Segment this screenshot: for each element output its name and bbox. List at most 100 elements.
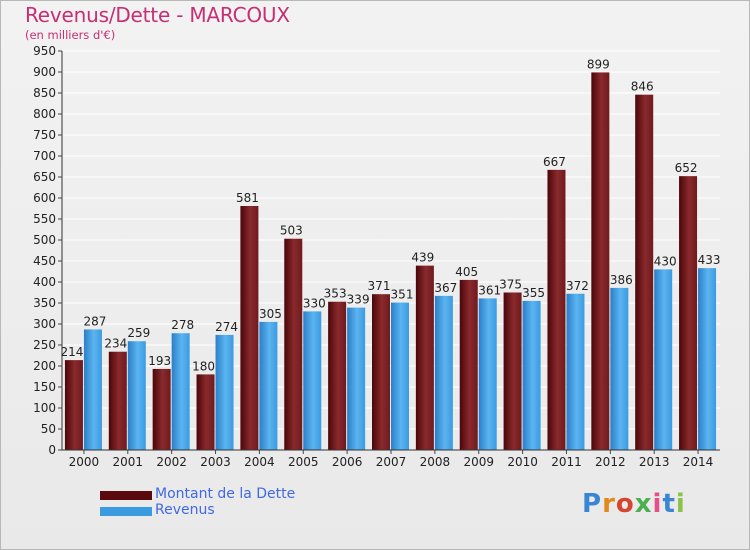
logo-letter: i <box>652 489 663 519</box>
y-tick-label: 750 <box>33 128 56 142</box>
bar-revenus <box>698 268 717 450</box>
data-label-dette: 371 <box>368 279 391 293</box>
data-label-revenus: 433 <box>698 253 721 267</box>
data-label-revenus: 274 <box>215 320 238 334</box>
data-label-dette: 234 <box>104 337 127 351</box>
x-tick-label: 2002 <box>156 455 187 469</box>
bar-revenus <box>566 293 585 450</box>
bar-dette <box>108 351 127 450</box>
bar-dette <box>64 360 83 450</box>
data-label-dette: 846 <box>631 80 654 94</box>
data-label-revenus: 361 <box>478 283 501 297</box>
data-label-dette: 652 <box>675 161 698 175</box>
chart-title: Revenus/Dette - MARCOUX <box>25 3 290 27</box>
legend-swatch-revenus <box>100 507 152 516</box>
x-tick-label: 2013 <box>639 455 670 469</box>
logo-letter: r <box>602 489 616 519</box>
y-tick-label: 350 <box>33 296 56 310</box>
legend-label-revenus: Revenus <box>155 502 215 518</box>
data-label-dette: 581 <box>236 191 259 205</box>
data-label-dette: 503 <box>280 224 303 238</box>
bar-revenus <box>303 311 322 450</box>
bar-dette <box>679 176 698 450</box>
bar-revenus <box>391 302 409 450</box>
logo-letter: x <box>634 489 653 519</box>
y-tick-label: 600 <box>33 191 56 205</box>
data-label-dette: 214 <box>60 345 83 359</box>
x-tick-label: 2012 <box>595 455 626 469</box>
data-label-dette: 439 <box>411 251 434 265</box>
x-tick-label: 2006 <box>332 455 363 469</box>
data-label-revenus: 430 <box>654 254 677 268</box>
bar-revenus <box>127 341 146 450</box>
bar-revenus <box>215 334 234 450</box>
y-tick-label: 650 <box>33 170 56 184</box>
bar-dette <box>547 169 566 451</box>
data-label-revenus: 339 <box>347 293 370 307</box>
x-tick-label: 2000 <box>69 455 100 469</box>
y-tick-label: 800 <box>33 107 56 121</box>
bar-dette <box>591 72 610 451</box>
bar-revenus <box>347 307 366 450</box>
data-label-revenus: 367 <box>434 281 457 295</box>
x-tick-label: 2004 <box>244 455 275 469</box>
x-tick-label: 2001 <box>113 455 144 469</box>
x-tick-label: 2011 <box>551 455 582 469</box>
bar-revenus <box>654 269 673 450</box>
logo-letter: t <box>662 489 676 519</box>
y-tick-label: 50 <box>41 422 56 436</box>
logo-letter: P <box>582 489 603 519</box>
y-tick-label: 900 <box>33 65 56 79</box>
data-label-dette: 353 <box>324 287 347 301</box>
bar-revenus <box>478 298 497 450</box>
y-tick-label: 0 <box>48 443 56 457</box>
data-label-dette: 667 <box>543 155 566 169</box>
bar-dette <box>372 294 390 450</box>
proxiti-logo: Proxiti <box>582 489 686 519</box>
data-label-dette: 375 <box>499 278 522 292</box>
y-tick-label: 550 <box>33 212 56 226</box>
data-label-revenus: 355 <box>522 286 545 300</box>
data-label-dette: 405 <box>455 265 478 279</box>
bar-revenus <box>522 300 541 450</box>
y-tick-label: 100 <box>33 401 56 415</box>
x-tick-label: 2009 <box>463 455 494 469</box>
data-label-revenus: 259 <box>127 326 150 340</box>
bar-dette <box>240 205 259 450</box>
x-tick-label: 2005 <box>288 455 319 469</box>
legend-swatch-dette <box>100 491 152 500</box>
y-tick-label: 450 <box>33 254 56 268</box>
y-tick-label: 300 <box>33 317 56 331</box>
data-label-revenus: 351 <box>391 288 414 302</box>
logo-letter: i <box>675 489 686 519</box>
bar-dette <box>459 279 478 450</box>
bar-revenus <box>259 321 278 450</box>
data-label-revenus: 305 <box>259 307 282 321</box>
bar-dette <box>328 301 347 450</box>
data-label-revenus: 278 <box>171 318 194 332</box>
chart-subtitle: (en milliers d'€) <box>25 28 116 42</box>
bar-revenus <box>610 287 629 450</box>
data-label-revenus: 372 <box>566 279 589 293</box>
data-label-revenus: 386 <box>610 273 633 287</box>
legend-label-dette: Montant de la Dette <box>155 486 296 502</box>
x-tick-label: 2003 <box>200 455 231 469</box>
bar-dette <box>635 94 654 451</box>
bar-revenus <box>171 333 190 450</box>
data-label-revenus: 287 <box>83 314 106 328</box>
y-tick-label: 150 <box>33 380 56 394</box>
y-tick-label: 200 <box>33 359 56 373</box>
y-tick-label: 500 <box>33 233 56 247</box>
y-tick-label: 400 <box>33 275 56 289</box>
x-tick-label: 2014 <box>683 455 714 469</box>
y-tick-label: 950 <box>33 44 56 58</box>
logo-letter: o <box>615 489 635 519</box>
y-tick-label: 700 <box>33 149 56 163</box>
bar-revenus <box>434 295 453 450</box>
x-tick-label: 2007 <box>376 455 407 469</box>
y-tick-label: 250 <box>33 338 56 352</box>
data-label-revenus: 330 <box>303 296 326 310</box>
y-tick-label: 850 <box>33 86 56 100</box>
